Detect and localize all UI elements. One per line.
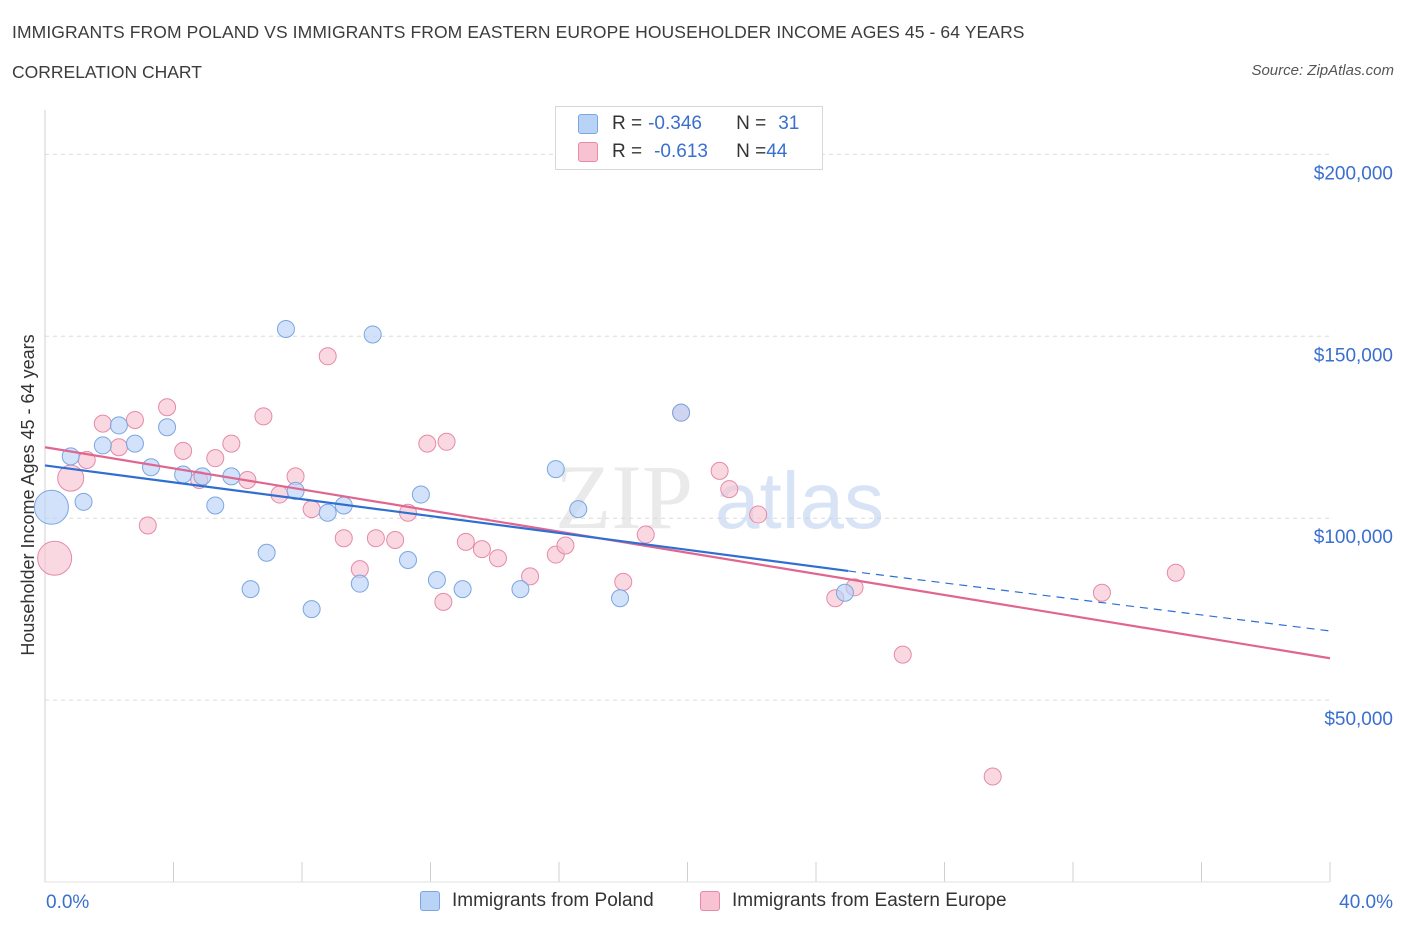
bottom-legend-poland: Immigrants from Poland (420, 890, 654, 912)
data-point-poland (193, 467, 212, 486)
legend-n-label: N = (736, 113, 767, 134)
data-point-poland (276, 320, 295, 339)
data-point-eastern-europe (93, 414, 112, 433)
data-point-poland (569, 500, 588, 519)
data-point-eastern-europe (418, 434, 437, 453)
data-point-eastern-europe (636, 525, 655, 544)
data-point-poland (546, 460, 565, 479)
y-tick-label: $100,000 (1314, 527, 1393, 548)
data-point-eastern-europe (174, 441, 193, 460)
legend-n-value-poland: 31 (778, 113, 800, 134)
data-point-eastern-europe (983, 767, 1002, 786)
data-point-eastern-europe (710, 461, 729, 480)
grid-lines (45, 153, 1330, 701)
legend-swatch-eastern (578, 142, 598, 162)
data-point-eastern-europe (556, 536, 575, 555)
legend-r-label: R = (612, 113, 643, 134)
data-point-poland (257, 543, 276, 562)
data-point-eastern-europe (222, 434, 241, 453)
data-point-eastern-europe (302, 500, 321, 519)
bottom-legend-eastern: Immigrants from Eastern Europe (700, 890, 1007, 912)
chart-subtitle: CORRELATION CHART (12, 62, 202, 82)
data-point-poland (33, 489, 69, 525)
data-point-eastern-europe (456, 532, 475, 551)
bottom-legend-label-poland: Immigrants from Poland (452, 890, 654, 911)
data-point-eastern-europe (437, 432, 456, 451)
data-point-poland (363, 325, 382, 344)
data-point-eastern-europe (720, 480, 739, 499)
legend-r-value-poland: -0.346 (648, 113, 702, 134)
correlation-legend: R = -0.346 N = 31 R = -0.613 N = 44 (555, 106, 823, 170)
legend-row-poland: R = -0.346 N = 31 (578, 112, 799, 136)
data-point-poland (142, 458, 161, 477)
data-point-eastern-europe (125, 410, 144, 429)
source-credit: Source: ZipAtlas.com (1251, 62, 1394, 79)
data-point-poland (125, 434, 144, 453)
data-point-poland (302, 600, 321, 619)
data-point-eastern-europe (37, 540, 73, 576)
data-point-poland (350, 574, 369, 593)
data-point-eastern-europe (334, 529, 353, 548)
data-point-poland (411, 485, 430, 504)
data-point-eastern-europe (366, 529, 385, 548)
y-axis-label: Householder Income Ages 45 - 64 years (18, 334, 38, 655)
legend-n-label: N = (736, 141, 767, 162)
data-point-eastern-europe (893, 645, 912, 664)
data-point-poland (611, 589, 630, 608)
y-tick-label: $150,000 (1314, 345, 1393, 366)
data-point-poland (399, 551, 418, 570)
data-point-eastern-europe (434, 592, 453, 611)
watermark-atlas: atlas (715, 456, 884, 545)
bottom-legend-swatch-eastern (700, 891, 720, 911)
data-point-eastern-europe (158, 398, 177, 417)
data-point-poland (74, 492, 93, 511)
x-tick-label: 0.0% (46, 892, 89, 913)
data-point-poland (93, 436, 112, 455)
data-point-eastern-europe (472, 540, 491, 559)
data-point-eastern-europe (1166, 563, 1185, 582)
trendline-eastern-europe (44, 446, 1331, 660)
legend-r-value-eastern: -0.613 (654, 141, 708, 162)
data-point-poland (206, 496, 225, 515)
data-point-poland (427, 571, 446, 590)
data-point-eastern-europe (254, 407, 273, 426)
data-point-poland (318, 503, 337, 522)
legend-row-eastern: R = -0.613 N = 44 (578, 140, 787, 164)
y-tick-label: $200,000 (1314, 163, 1393, 184)
data-point-eastern-europe (749, 505, 768, 524)
y-tick-label: $50,000 (1324, 709, 1393, 730)
data-point-eastern-europe (614, 572, 633, 591)
data-point-eastern-europe (318, 347, 337, 366)
tick-labels: $50,000 $100,000 $150,000 $200,000 0.0% 40.0% (46, 163, 1393, 913)
trendlines (44, 446, 1331, 660)
data-point-eastern-europe (109, 438, 128, 457)
legend-r-label: R = (612, 141, 643, 162)
data-point-eastern-europe (488, 549, 507, 568)
bottom-legend-label-eastern: Immigrants from Eastern Europe (732, 890, 1007, 911)
data-point-eastern-europe (521, 567, 540, 586)
data-point-eastern-europe (138, 516, 157, 535)
data-point-eastern-europe (206, 449, 225, 468)
chart-title: IMMIGRANTS FROM POLAND VS IMMIGRANTS FRO… (12, 22, 1025, 42)
data-point-poland (453, 580, 472, 599)
data-point-poland (835, 583, 854, 602)
data-point-eastern-europe (1092, 583, 1111, 602)
watermark-zip: ZIP (555, 446, 693, 548)
data-point-poland (109, 416, 128, 435)
bottom-legend-swatch-poland (420, 891, 440, 911)
legend-swatch-poland (578, 114, 598, 134)
trendline-poland-extension (848, 570, 1331, 632)
data-point-poland (672, 403, 691, 422)
legend-n-value-eastern: 44 (766, 141, 788, 162)
series-poland (33, 320, 854, 619)
data-point-eastern-europe (386, 531, 405, 550)
x-tick-label: 40.0% (1339, 892, 1393, 913)
data-point-poland (158, 418, 177, 437)
trendline-poland (44, 464, 849, 573)
data-point-poland (241, 580, 260, 599)
series-eastern-europe (37, 347, 1185, 786)
data-point-poland (511, 580, 530, 599)
